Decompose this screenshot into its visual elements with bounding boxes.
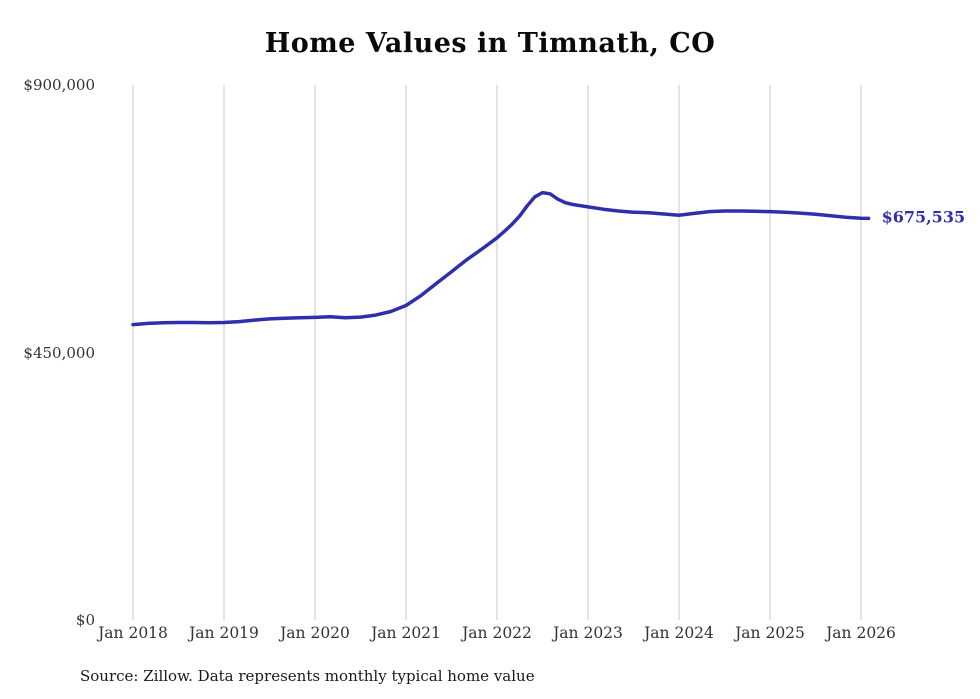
x-axis-tick-label: Jan 2019 — [189, 624, 259, 642]
source-note: Source: Zillow. Data represents monthly … — [80, 667, 535, 685]
x-axis-tick-label: Jan 2022 — [462, 624, 532, 642]
end-value-label: $675,535 — [881, 207, 966, 227]
value-line — [131, 190, 871, 327]
x-axis-tick-label: Jan 2018 — [98, 624, 168, 642]
x-axis-tick-label: Jan 2021 — [371, 624, 441, 642]
x-axis-tick-label: Jan 2020 — [280, 624, 350, 642]
chart-title: Home Values in Timnath, CO — [264, 28, 716, 59]
y-axis-tick-label: $450,000 — [23, 343, 95, 362]
y-axis-tick-label: $0 — [75, 611, 95, 629]
x-axis-tick-label: Jan 2025 — [735, 624, 805, 642]
y-axis-tick-label: $900,000 — [23, 76, 95, 94]
x-axis-tick-label: Jan 2023 — [553, 624, 623, 642]
x-axis-tick-label: Jan 2026 — [826, 624, 896, 642]
x-axis-tick-label: Jan 2024 — [644, 624, 714, 642]
